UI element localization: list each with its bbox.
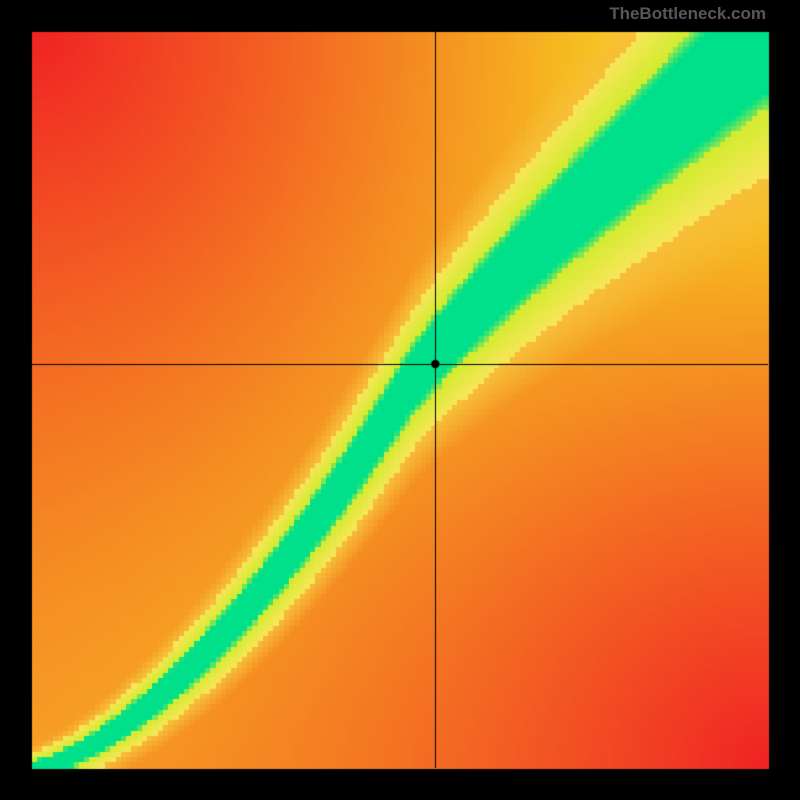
chart-container: TheBottleneck.com: [0, 0, 800, 800]
watermark-text: TheBottleneck.com: [609, 4, 766, 24]
bottleneck-heatmap: [0, 0, 800, 800]
